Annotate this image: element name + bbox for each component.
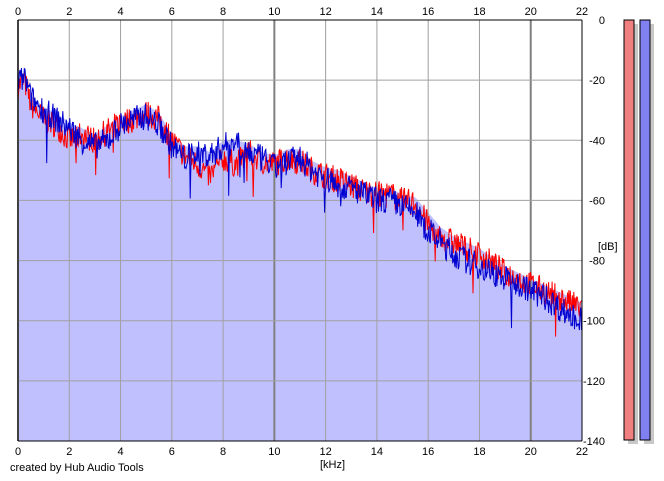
- x-tick-label-bottom: 14: [371, 446, 383, 458]
- y-axis-label: [dB]: [598, 241, 618, 253]
- x-tick-label-top: 18: [473, 6, 485, 18]
- x-tick-label-bottom: 8: [220, 446, 226, 458]
- x-tick-label-top: 14: [371, 6, 383, 18]
- y-tick-label: 0: [599, 15, 605, 27]
- area-fill: [18, 74, 582, 441]
- x-tick-label-bottom: 6: [169, 446, 175, 458]
- y-tick-label: -140: [583, 436, 605, 448]
- y-tick-label: -100: [583, 316, 605, 328]
- x-tick-label-top: 6: [169, 6, 175, 18]
- x-tick-label-top: 4: [117, 6, 123, 18]
- series-blue-line: [17, 67, 582, 331]
- x-tick-label-bottom: 4: [117, 446, 123, 458]
- x-tick-label-top: 22: [576, 6, 588, 18]
- x-tick-label-bottom: 20: [525, 446, 537, 458]
- x-tick-label-top: 20: [525, 6, 537, 18]
- meter-left: [623, 19, 635, 441]
- y-tick-label: -120: [583, 376, 605, 388]
- x-tick-label-top: 16: [422, 6, 434, 18]
- x-tick-label-bottom: 12: [320, 446, 332, 458]
- y-tick-label: -80: [589, 256, 605, 268]
- x-tick-label-top: 2: [66, 6, 72, 18]
- meter-right: [639, 19, 651, 441]
- x-tick-label-top: 12: [320, 6, 332, 18]
- y-tick-label: -60: [589, 195, 605, 207]
- x-tick-label-bottom: 22: [576, 446, 588, 458]
- x-tick-label-top: 8: [220, 6, 226, 18]
- x-tick-label-bottom: 16: [422, 446, 434, 458]
- axes-layer: 002244668810101212141416161818202022220-…: [15, 6, 605, 458]
- series-layer: [17, 67, 582, 337]
- x-tick-label-top: 0: [15, 6, 21, 18]
- x-tick-label-bottom: 2: [66, 446, 72, 458]
- x-tick-label-top: 10: [268, 6, 280, 18]
- x-tick-label-bottom: 10: [268, 446, 280, 458]
- credit-text: created by Hub Audio Tools: [10, 462, 144, 474]
- x-tick-label-bottom: 18: [473, 446, 485, 458]
- area-layer: [18, 74, 582, 441]
- x-tick-label-bottom: 0: [15, 446, 21, 458]
- x-axis-label: [kHz]: [320, 459, 345, 471]
- y-tick-label: -20: [589, 75, 605, 87]
- y-tick-label: -40: [589, 135, 605, 147]
- level-meters: [623, 19, 654, 444]
